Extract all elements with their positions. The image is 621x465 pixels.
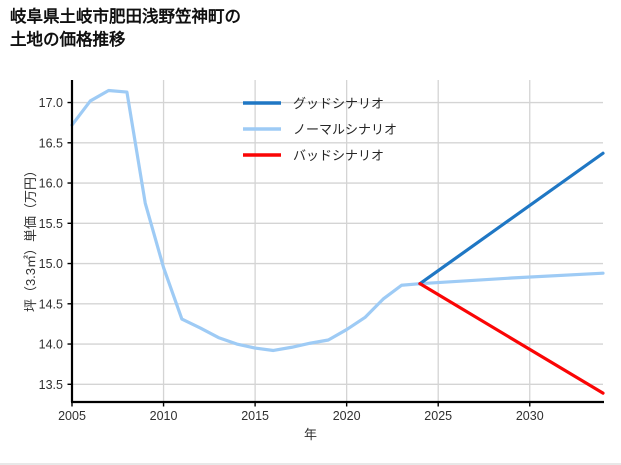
chart-title: 岐阜県土岐市肥田浅野笠神町の 土地の価格推移 (10, 8, 241, 50)
y-tick-group: 13.5 14.0 14.5 15.0 15.5 16.0 16.5 17.0 (39, 96, 72, 392)
legend-label-1: ノーマルシナリオ (293, 122, 397, 137)
x-tick-label: 2030 (516, 409, 544, 423)
y-tick-label: 16.5 (39, 136, 63, 150)
y-tick-label: 17.0 (39, 96, 63, 110)
x-tick-label: 2005 (58, 409, 86, 423)
y-tick-label: 16.0 (39, 177, 63, 191)
x-tick-label: 2010 (150, 409, 178, 423)
data-series-layer (70, 88, 605, 395)
series-line-グッドシナリオ (418, 151, 605, 286)
y-tick-label: 15.5 (39, 217, 63, 231)
y-gridlines (72, 101, 603, 385)
legend-label-2: バッドシナリオ (293, 148, 384, 163)
y-tick-label: 13.5 (39, 378, 63, 392)
y-axis-title: 坪（3.3㎡）単価（万円） (23, 163, 38, 313)
plot-background (72, 80, 603, 402)
x-tick-label: 2025 (424, 409, 452, 423)
x-axis-title: 年 (303, 427, 317, 442)
series-line-バッドシナリオ (418, 282, 605, 395)
x-tick-group: 2005 2010 2015 2020 2025 2030 (58, 402, 544, 423)
y-tick-label: 15.0 (39, 257, 63, 271)
legend-label-0: グッドシナリオ (293, 96, 384, 111)
x-tick-label: 2020 (333, 409, 361, 423)
series-line-ノーマルシナリオ (70, 88, 605, 353)
y-tick-label: 14.5 (39, 297, 63, 311)
x-tick-label: 2015 (241, 409, 269, 423)
y-tick-label: 14.0 (39, 338, 63, 352)
